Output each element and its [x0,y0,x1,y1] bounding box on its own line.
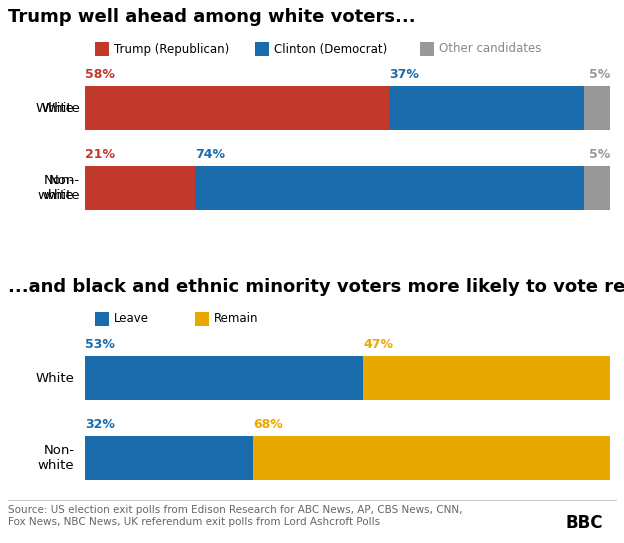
Text: Trump (Republican): Trump (Republican) [114,42,229,55]
Bar [253,436,610,480]
Bar [195,166,583,210]
Text: Non-
white: Non- white [38,444,74,472]
Bar [363,356,610,400]
Text: 32%: 32% [85,418,115,431]
Text: Source: US election exit polls from Edison Research for ABC News, AP, CBS News, : Source: US election exit polls from Edis… [8,505,462,527]
Text: White: White [36,102,74,115]
Bar [583,86,610,130]
Text: Trump well ahead among white voters...: Trump well ahead among white voters... [8,8,416,26]
Text: 37%: 37% [389,68,419,81]
Text: 68%: 68% [253,418,283,431]
Text: Leave: Leave [114,313,149,325]
Text: Remain: Remain [214,313,258,325]
Text: Non-
white: Non- white [44,174,80,202]
Bar [389,86,583,130]
Bar [85,166,195,210]
Text: 5%: 5% [589,68,610,81]
Text: BBC: BBC [565,514,603,532]
Text: Non-
white: Non- white [38,174,74,202]
Text: Clinton (Democrat): Clinton (Democrat) [274,42,388,55]
Text: 47%: 47% [363,338,393,351]
Text: White: White [36,371,74,384]
Bar [85,436,253,480]
Text: Other candidates: Other candidates [439,42,542,55]
Text: White: White [41,102,80,115]
Bar [85,86,389,130]
Text: 74%: 74% [195,148,225,161]
Text: 53%: 53% [85,338,115,351]
Text: 5%: 5% [589,148,610,161]
Bar [85,356,363,400]
Text: 58%: 58% [85,68,115,81]
Text: 21%: 21% [85,148,115,161]
Bar [583,166,610,210]
Text: ...and black and ethnic minority voters more likely to vote remain: ...and black and ethnic minority voters … [8,278,624,296]
